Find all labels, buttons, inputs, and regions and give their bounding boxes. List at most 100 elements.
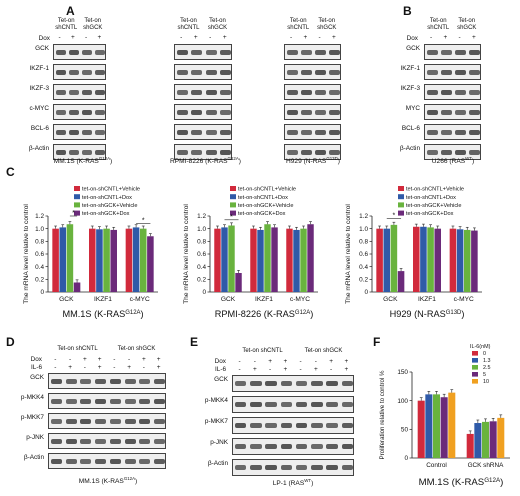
panel-letter-a: A: [66, 4, 75, 18]
legend-swatch: [74, 194, 80, 200]
panel-a-blot-row: [284, 44, 341, 60]
x-tick-label: GCK shRNA: [468, 462, 505, 469]
blot-band: [109, 458, 121, 464]
x-tick-label: c-MYC: [290, 296, 310, 303]
blot-band: [191, 149, 203, 155]
panel-d-dox-sign: -: [113, 356, 116, 363]
blot-band: [82, 49, 93, 55]
blot-band: [326, 381, 338, 387]
bar: [448, 392, 456, 458]
panel-a-blot-row: [174, 44, 232, 60]
y-tick-label: 0.2: [359, 277, 368, 284]
legend-label: tet-on-shGCK+Dox: [82, 211, 130, 217]
blot-band: [265, 402, 277, 408]
legend-swatch: [398, 186, 404, 191]
blot-band: [280, 444, 293, 450]
panel-d-il6-sign: -: [54, 364, 57, 371]
blot-band: [176, 89, 188, 95]
bar: [52, 228, 59, 292]
legend-label: tet-on-shGCK+Dox: [406, 211, 454, 217]
blot-band: [469, 149, 481, 155]
bar: [214, 228, 221, 292]
blot-band: [176, 129, 188, 135]
significance-star: *: [142, 218, 145, 225]
blot-band: [176, 69, 188, 75]
legend-label: tet-on-shGCK+Dox: [238, 211, 286, 217]
blot-band: [55, 129, 66, 135]
blot-band: [426, 129, 438, 135]
panel-a-blot-row: [174, 144, 232, 160]
panel-a-header-shcntl: Tet-on shCNTL: [55, 18, 78, 31]
significance-star: *: [230, 214, 233, 221]
panel-e-blot-label: p-JNK: [210, 439, 228, 446]
panel-a-dox-sign: +: [97, 34, 102, 41]
blot-band: [139, 398, 151, 404]
blot-band: [68, 69, 79, 75]
panel-b-blot-row: [424, 84, 481, 100]
y-tick-label: 0: [202, 289, 206, 296]
y-tick-label: 0.4: [35, 264, 44, 271]
blot-band: [50, 378, 62, 384]
bar: [376, 228, 383, 292]
blot-band: [220, 129, 232, 135]
chart-caption: MM.1S (K-RASG12A): [419, 477, 504, 489]
panel-b-blot-row: [424, 104, 481, 120]
panel-a-dox-sign: -: [85, 34, 88, 41]
panel-e-dox-sign: -: [253, 358, 256, 365]
panel-b-blot-label: β-Actin: [399, 145, 420, 152]
panel-d-header-shgck: Tet-on shGCK: [117, 346, 156, 352]
blot-band: [295, 423, 308, 429]
panel-d-il6-sign: +: [127, 364, 132, 371]
panel-e-blot-row: [232, 375, 354, 392]
panel-b-dox-sign: +: [443, 34, 448, 41]
blot-band: [55, 149, 66, 155]
blot-band: [191, 89, 203, 95]
blot-band: [220, 109, 232, 115]
x-tick-label: IKZF1: [255, 296, 273, 303]
blot-band: [250, 402, 262, 408]
panel-d-blot-label: p-MKK7: [20, 414, 44, 421]
panel-a-caption-rpmi: RPMI-8226 (K-RASG12A): [170, 156, 241, 166]
blot-band: [295, 444, 308, 450]
panel-e-il6-sign: +: [252, 366, 257, 373]
bar: [103, 228, 110, 292]
legend-label: tet-on-shGCK+Vehicle: [406, 203, 462, 209]
bar: [293, 229, 300, 292]
blot-band: [124, 398, 136, 404]
panel-letter-b: B: [403, 4, 412, 18]
legend-swatch: [230, 194, 236, 200]
blot-band: [65, 458, 77, 464]
blot-band: [109, 398, 121, 404]
panel-e-blot-row: [232, 459, 354, 476]
blot-band: [280, 423, 293, 429]
bar: [383, 228, 391, 292]
blot-band: [82, 149, 93, 155]
bar: [497, 417, 505, 458]
panel-a-dox-sign: -: [318, 34, 321, 41]
y-tick-label: 0.6: [359, 251, 368, 258]
blot-band: [329, 89, 341, 95]
blot-band: [80, 458, 92, 464]
bar: [139, 228, 147, 292]
panel-d-blot-label: p-MKK4: [20, 394, 44, 401]
legend-label: tet-on-shGCK+Vehicle: [238, 203, 294, 209]
legend-swatch: [74, 186, 80, 191]
blot-band: [286, 149, 298, 155]
y-tick-label: 0.6: [197, 251, 206, 258]
blot-band: [68, 49, 79, 55]
blot-band: [234, 402, 247, 408]
panel-d-blot-label: β-Actin: [23, 454, 44, 461]
blot-band: [191, 49, 203, 55]
bar: [250, 228, 257, 292]
legend-swatch: [472, 365, 478, 370]
panel-a-dox-sign: +: [70, 34, 75, 41]
blot-band: [440, 89, 452, 95]
blot-band: [80, 418, 92, 424]
y-tick-label: 1.0: [359, 226, 368, 233]
chart-c-h929: 0 0.2 0.4 0.6 0.8 1.0 1.2 The mRNA level relati…: [345, 186, 482, 319]
panel-a-header-shcntl: Tet-on shCNTL: [177, 18, 200, 31]
y-tick-label: 0.6: [35, 251, 44, 258]
panel-d-blot-row: [48, 373, 166, 389]
blot-band: [265, 465, 277, 471]
legend-label: 5: [483, 372, 486, 378]
